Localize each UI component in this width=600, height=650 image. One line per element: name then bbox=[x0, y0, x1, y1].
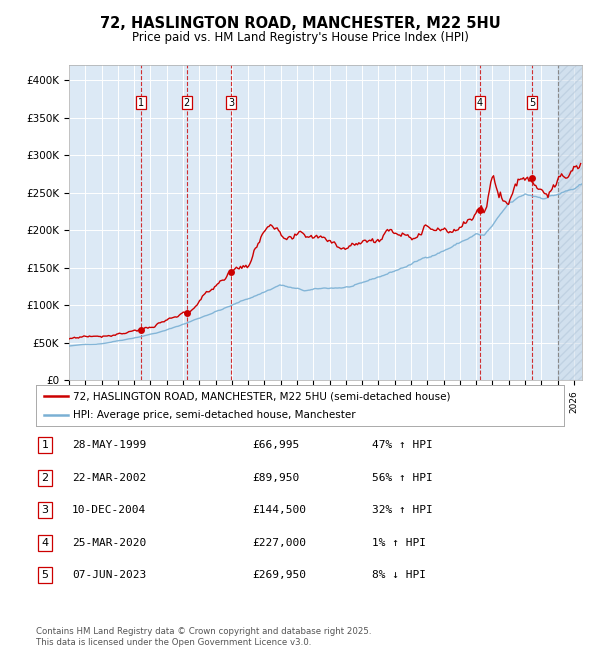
Text: 5: 5 bbox=[41, 570, 49, 580]
Text: £89,950: £89,950 bbox=[252, 473, 299, 483]
Text: 22-MAR-2002: 22-MAR-2002 bbox=[72, 473, 146, 483]
Text: 3: 3 bbox=[228, 98, 234, 107]
Text: £144,500: £144,500 bbox=[252, 505, 306, 515]
Text: 56% ↑ HPI: 56% ↑ HPI bbox=[372, 473, 433, 483]
Text: 07-JUN-2023: 07-JUN-2023 bbox=[72, 570, 146, 580]
Text: 2: 2 bbox=[41, 473, 49, 483]
Text: £227,000: £227,000 bbox=[252, 538, 306, 548]
Text: 1: 1 bbox=[41, 440, 49, 450]
Text: 5: 5 bbox=[529, 98, 535, 107]
Text: 3: 3 bbox=[41, 505, 49, 515]
Text: 10-DEC-2004: 10-DEC-2004 bbox=[72, 505, 146, 515]
Text: 1: 1 bbox=[138, 98, 144, 107]
Text: 28-MAY-1999: 28-MAY-1999 bbox=[72, 440, 146, 450]
Text: Price paid vs. HM Land Registry's House Price Index (HPI): Price paid vs. HM Land Registry's House … bbox=[131, 31, 469, 44]
Text: 72, HASLINGTON ROAD, MANCHESTER, M22 5HU: 72, HASLINGTON ROAD, MANCHESTER, M22 5HU bbox=[100, 16, 500, 31]
Text: HPI: Average price, semi-detached house, Manchester: HPI: Average price, semi-detached house,… bbox=[73, 410, 356, 420]
Text: 47% ↑ HPI: 47% ↑ HPI bbox=[372, 440, 433, 450]
Text: 2: 2 bbox=[184, 98, 190, 107]
Text: Contains HM Land Registry data © Crown copyright and database right 2025.
This d: Contains HM Land Registry data © Crown c… bbox=[36, 627, 371, 647]
Text: 4: 4 bbox=[41, 538, 49, 548]
Text: 32% ↑ HPI: 32% ↑ HPI bbox=[372, 505, 433, 515]
Text: 8% ↓ HPI: 8% ↓ HPI bbox=[372, 570, 426, 580]
Text: 72, HASLINGTON ROAD, MANCHESTER, M22 5HU (semi-detached house): 72, HASLINGTON ROAD, MANCHESTER, M22 5HU… bbox=[73, 391, 451, 401]
Text: 25-MAR-2020: 25-MAR-2020 bbox=[72, 538, 146, 548]
Text: 1% ↑ HPI: 1% ↑ HPI bbox=[372, 538, 426, 548]
Text: £269,950: £269,950 bbox=[252, 570, 306, 580]
Bar bbox=[557, 65, 590, 380]
Text: 4: 4 bbox=[477, 98, 483, 107]
Text: £66,995: £66,995 bbox=[252, 440, 299, 450]
